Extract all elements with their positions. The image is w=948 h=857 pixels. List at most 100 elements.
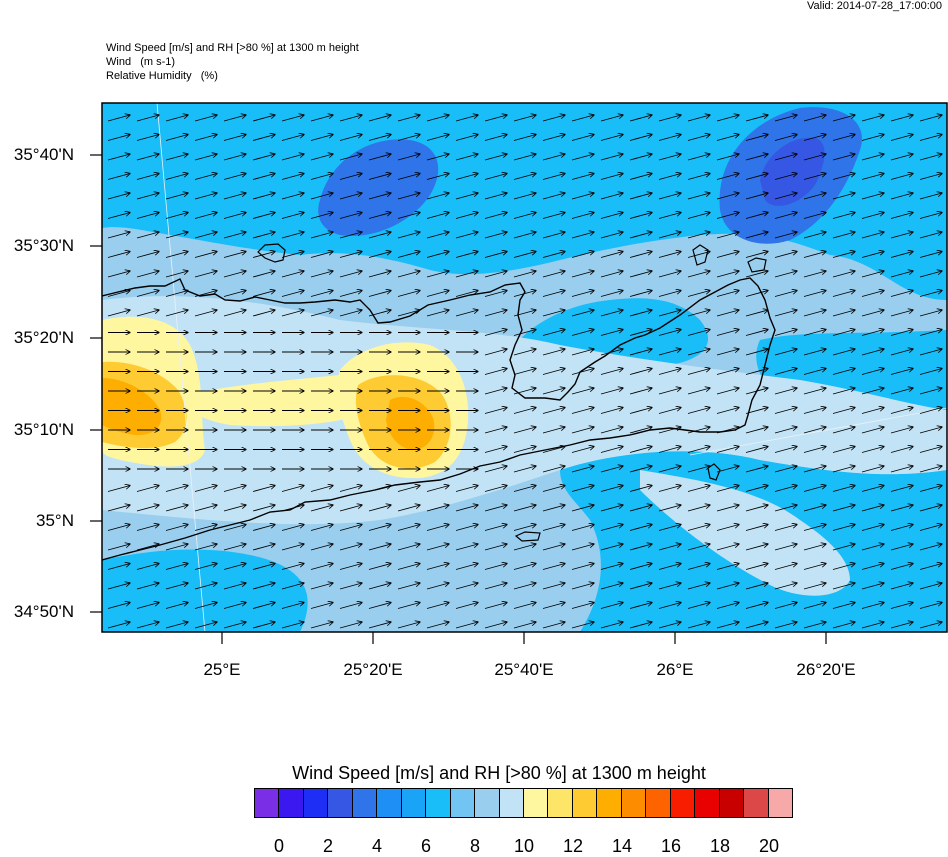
wind-arrow [832,135,855,141]
colorbar-label: 8 [469,836,480,856]
wind-arrow [252,525,275,531]
wind-arrow [832,271,855,278]
wind-arrow [861,622,884,629]
wind-arrow [136,252,159,258]
colorbar-label: 20 [758,836,780,856]
wind-arrow [484,271,507,278]
wind-arrow [455,115,478,122]
wind-arrow [716,603,739,609]
wind-arrow [194,583,217,590]
wind-arrow [339,252,362,258]
wind-arrow [165,213,188,219]
wind-arrow [803,154,826,161]
wind-arrow [339,603,362,609]
wind-arrow [716,115,739,122]
wind-arrow [745,408,768,414]
wind-arrow [600,310,623,317]
wind-arrow [165,564,188,570]
wind-arrow [368,252,391,258]
wind-arrow [542,525,565,531]
wind-arrow [832,466,855,473]
wind-arrow [774,252,797,258]
wind-arrow [368,232,391,239]
wind-arrow [687,486,710,492]
wind-arrow [513,310,536,317]
wind-arrow [426,252,449,258]
wind-arrow [832,115,855,122]
wind-arrow [803,505,826,512]
wind-arrow [687,505,710,512]
wind-arrow [600,427,623,434]
wind-arrow [803,310,826,317]
wind-arrow [223,291,246,297]
wind-arrow [455,291,478,297]
wind-arrow [484,369,507,375]
wind-arrow [658,154,681,161]
wind-arrow [194,603,217,609]
wind-arrow [397,154,420,161]
wind-arrow [339,544,362,551]
wind-arrow [368,583,391,590]
wind-arrow [571,174,594,180]
wind-arrow [803,564,826,570]
wind-arrow [861,427,884,434]
lon-label-25-20: 25°20'E [343,660,403,679]
wind-arrow [716,310,739,317]
lat-label-35-30: 35°30'N [13,236,74,255]
wind-arrow [368,193,391,200]
wind-arrow [107,291,130,297]
wind-arrow [571,544,594,551]
wind-arrow [426,193,449,200]
wind-arrow [774,213,797,219]
wind-arrow [716,369,739,375]
wind-arrow [832,544,855,551]
colorbar-swatch [426,789,451,817]
wind-arrow [745,544,768,551]
wind-arrow [861,154,884,161]
wind-arrow [861,232,884,239]
lon-label-26: 26°E [656,660,694,679]
wind-arrow [658,291,681,297]
wind-arrow [687,388,710,395]
wind-arrow [890,447,913,453]
wind-arrow [803,115,826,122]
wind-arrow [600,622,623,629]
wind-arrow [165,115,188,122]
wind-arrow [919,564,942,570]
wind-arrow [455,213,478,219]
wind-arrow [803,271,826,278]
wind-arrow [513,525,536,531]
wind-arrow [803,622,826,629]
wind-arrow [426,271,449,278]
colorbar-label: 2 [322,836,333,856]
wind-arrow [600,447,623,453]
wind-arrow [687,564,710,570]
wind-arrow [455,271,478,278]
wind-arrow [136,564,159,570]
wind-arrow [774,408,797,414]
wind-arrow [629,427,652,434]
wind-arrow [890,408,913,414]
wind-arrow [310,505,333,512]
wind-arrow [223,193,246,200]
islet-koufonisi [707,463,721,481]
wind-arrow [252,135,275,141]
wind-arrow [252,291,275,297]
wind-arrow [745,583,768,590]
wind-arrow [107,135,130,141]
wind-arrow [194,486,217,492]
wind-arrow [513,232,536,239]
wind-arrow [919,466,942,473]
lon-label-25-40: 25°40'E [494,660,554,679]
wind-arrow [803,544,826,551]
wind-arrow [832,583,855,590]
wind-arrow [513,564,536,570]
wind-arrow [774,505,797,512]
wind-arrow [861,388,884,395]
wind-arrow [745,427,768,434]
wind-arrow [136,486,159,492]
wind-arrow [165,486,188,492]
wind-arrow [716,388,739,395]
wind-arrow [629,193,652,200]
wind-arrow [687,349,710,356]
